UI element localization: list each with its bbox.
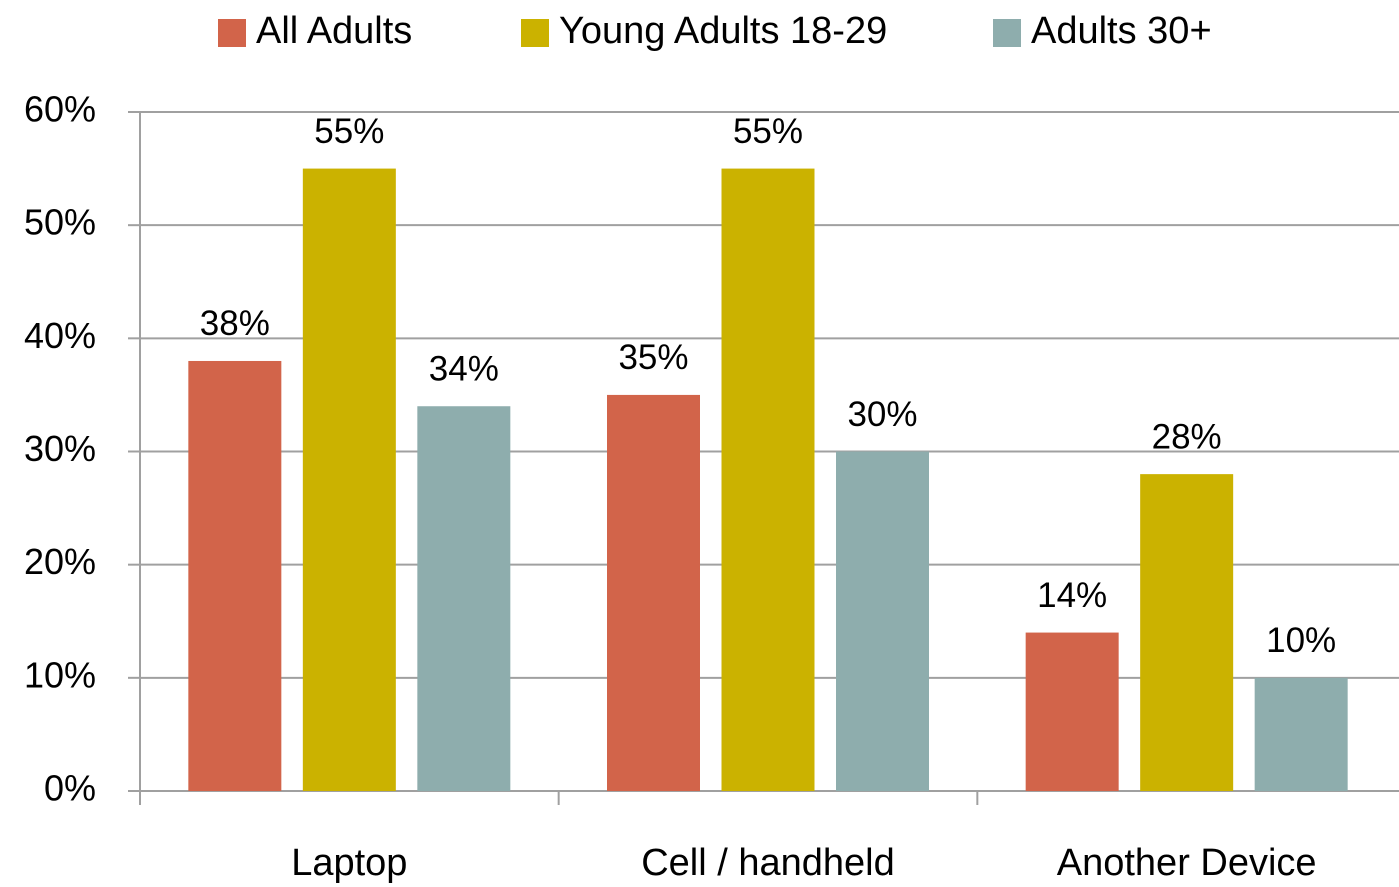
bar — [836, 451, 929, 791]
x-tick-label: Laptop — [291, 842, 407, 884]
x-tick-label: Cell / handheld — [641, 842, 895, 884]
legend-label: Young Adults 18-29 — [559, 10, 887, 52]
y-tick-label: 20% — [24, 541, 96, 582]
bar — [302, 168, 396, 792]
data-label: 35% — [618, 338, 688, 377]
y-tick-label: 50% — [24, 202, 96, 243]
bar — [721, 168, 815, 792]
legend-swatch — [218, 19, 246, 47]
data-label: 55% — [314, 112, 384, 151]
y-tick-label: 40% — [24, 315, 96, 356]
legend-label: All Adults — [256, 10, 412, 52]
legend-swatch — [993, 19, 1021, 47]
legend-label: Adults 30+ — [1031, 10, 1212, 52]
data-label: 38% — [200, 304, 270, 343]
bar — [188, 360, 282, 791]
y-tick-label: 60% — [24, 89, 96, 130]
y-tick-label: 10% — [24, 654, 96, 695]
y-tick-label: 30% — [24, 428, 96, 469]
bar — [607, 394, 700, 791]
legend-swatch — [521, 19, 549, 47]
data-label: 28% — [1152, 417, 1222, 456]
bar — [417, 406, 511, 791]
data-label: 10% — [1266, 621, 1336, 660]
data-label: 30% — [847, 395, 917, 434]
data-label: 34% — [429, 349, 499, 388]
data-label: 55% — [733, 112, 803, 151]
x-tick-label: Another Device — [1057, 842, 1317, 884]
bar — [1254, 677, 1348, 791]
bar — [1025, 632, 1119, 791]
y-tick-label: 0% — [44, 768, 96, 809]
data-label: 14% — [1037, 576, 1107, 615]
bar — [1140, 474, 1234, 791]
